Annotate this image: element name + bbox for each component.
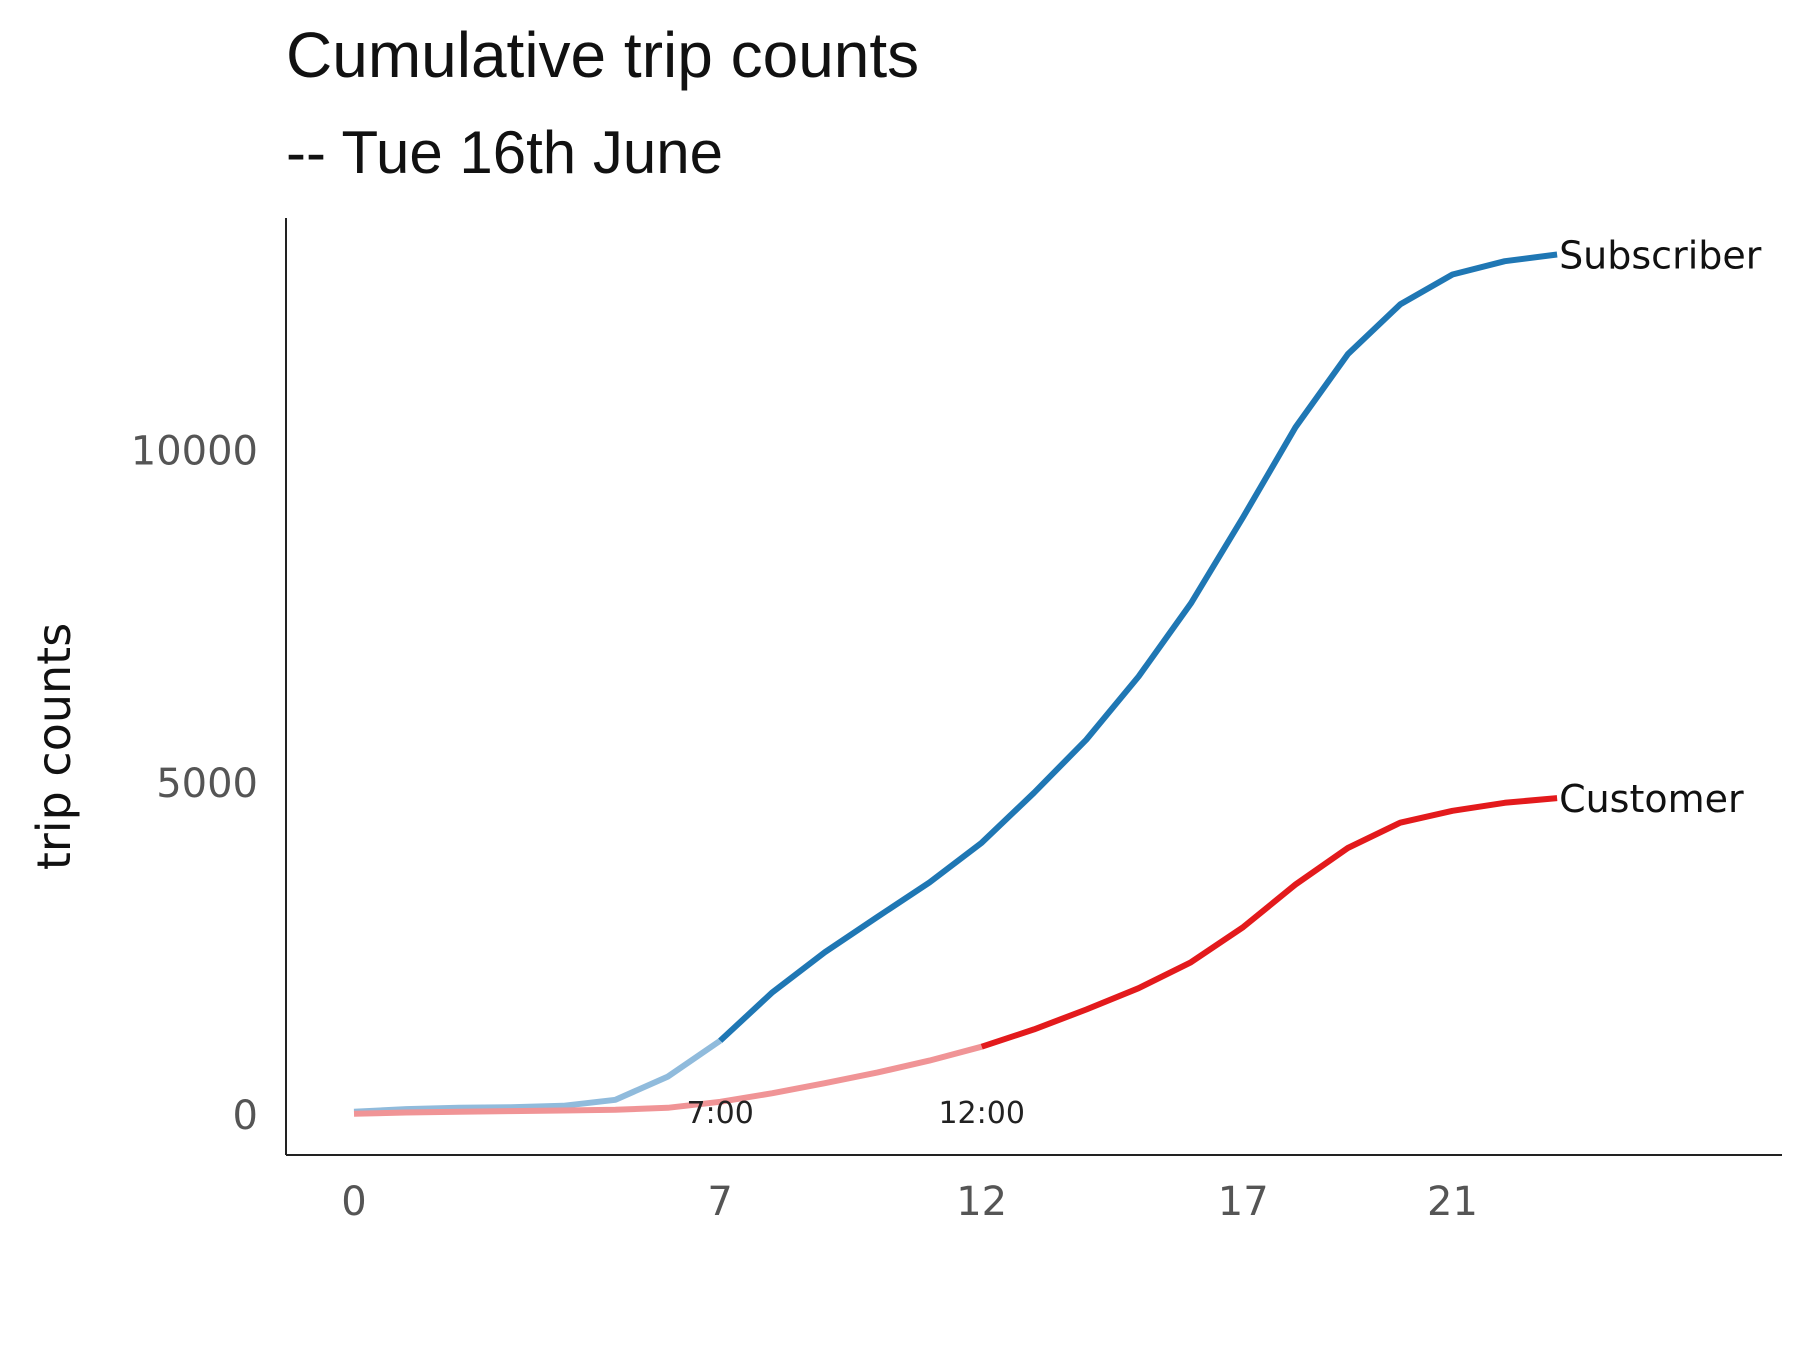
x-tick-label: 21	[1427, 1179, 1478, 1225]
annotation-label: 7:00	[686, 1096, 753, 1131]
series-label-customer: Customer	[1559, 777, 1744, 821]
y-tick-label: 5000	[156, 761, 258, 807]
series-line-faded-customer	[354, 1047, 982, 1114]
series-line-faded-subscriber	[354, 1041, 720, 1112]
y-tick-label: 0	[233, 1093, 258, 1139]
series-label-subscriber: Subscriber	[1559, 234, 1762, 278]
series-line-customer	[982, 798, 1557, 1047]
series-line-subscriber	[720, 255, 1557, 1041]
x-tick-label: 17	[1218, 1179, 1269, 1225]
y-axis-label: trip counts	[27, 623, 81, 870]
annotation-label: 12:00	[938, 1096, 1024, 1131]
x-tick-label: 0	[341, 1179, 366, 1225]
y-tick-label: 10000	[131, 429, 258, 475]
x-tick-label: 7	[707, 1179, 732, 1225]
x-tick-label: 12	[956, 1179, 1007, 1225]
